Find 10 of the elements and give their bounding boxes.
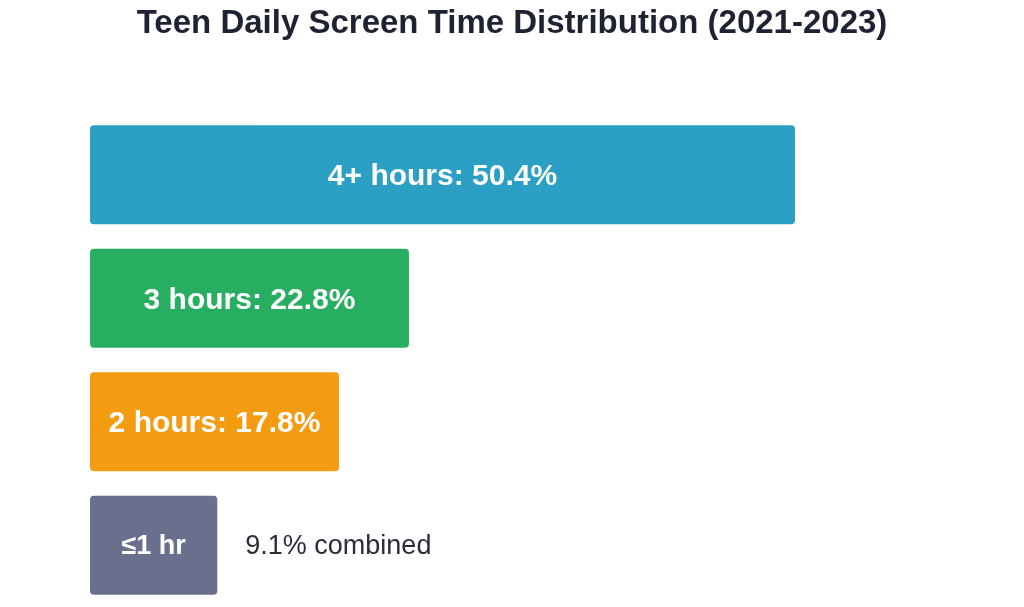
data-label: 4+ hours: 50.4% — [327, 158, 558, 192]
bar — [90, 495, 218, 595]
bar — [90, 125, 795, 225]
data-label: 2 hours: 17.8% — [108, 405, 321, 439]
bar — [90, 372, 339, 472]
bar — [90, 248, 409, 348]
data-label: 9.1% combined — [245, 530, 432, 561]
data-label: 3 hours: 22.8% — [143, 281, 356, 315]
chart-title: Teen Daily Screen Time Distribution (2021-2023) — [135, 2, 889, 42]
y-tick-label: ≤1 hr — [121, 530, 187, 561]
